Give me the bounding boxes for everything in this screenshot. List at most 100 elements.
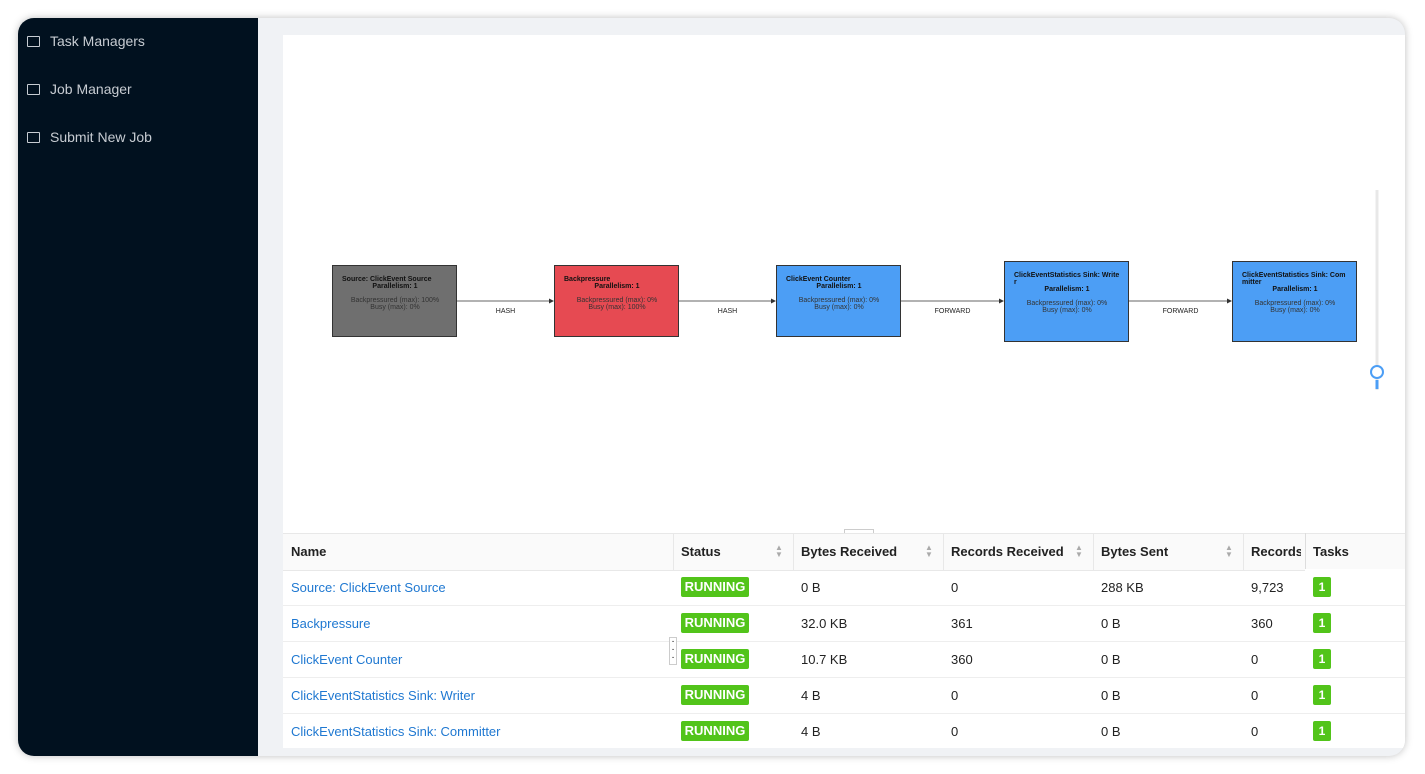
cell: 0 — [951, 688, 959, 703]
sort-icon[interactable]: ▲ ▼ — [925, 543, 933, 559]
task-count-badge: 1 — [1313, 577, 1331, 597]
cell: 0 B — [1101, 724, 1121, 739]
task-count-badge: 1 — [1313, 649, 1331, 669]
node-parallelism: Parallelism: 1 — [816, 283, 862, 290]
cell: 360 — [951, 652, 973, 667]
job-vertex-link[interactable]: Backpressure — [291, 616, 371, 631]
graph-node[interactable]: ClickEventStatistics Sink: Writer Paralle… — [1004, 260, 1129, 342]
column-header[interactable]: Bytes Sent — [1101, 544, 1169, 559]
cell: 0 — [951, 724, 959, 739]
node-parallelism: Parallelism: 1 — [372, 283, 418, 290]
task-count-badge: 1 — [1313, 613, 1331, 633]
cell: 360 — [1251, 616, 1273, 631]
node-title: Backpressure — [564, 276, 611, 283]
column-resizer[interactable]: · · · — [669, 637, 677, 665]
edge-label: FORWARD — [1163, 308, 1199, 315]
status-badge: RUNNING — [681, 577, 749, 597]
edge-label: HASH — [496, 308, 515, 315]
task-count-badge: 1 — [1313, 685, 1331, 705]
graph-canvas[interactable]: HASH HASH FORWARD FORWARD — [283, 35, 1405, 535]
graph-node[interactable]: ClickEvent Counter Parallelism: 1 Backpres… — [776, 265, 901, 337]
graph-node[interactable]: Backpressure Parallelism: 1 Backpressured … — [554, 265, 679, 337]
edge-arrow — [999, 298, 1004, 304]
column-divider — [943, 533, 944, 570]
sidebar-icon[interactable] — [27, 36, 40, 47]
column-header[interactable]: Bytes Received — [801, 544, 898, 559]
job-vertex-link[interactable]: Source: ClickEvent Source — [291, 580, 446, 595]
graph-node[interactable]: ClickEventStatistics Sink: Committer Para… — [1232, 260, 1357, 342]
row-divider — [283, 641, 1405, 642]
edge-label: FORWARD — [935, 308, 971, 315]
row-divider — [283, 713, 1405, 714]
column-header: Tasks — [1313, 544, 1349, 559]
cell: 288 KB — [1101, 580, 1144, 595]
status-badge: RUNNING — [681, 685, 749, 705]
sidebar-item[interactable]: Job Manager — [50, 81, 132, 97]
edge-arrow — [1227, 298, 1232, 304]
zoom-handle[interactable] — [1370, 365, 1384, 379]
sort-icon[interactable]: ▲ ▼ — [1075, 543, 1083, 559]
node-title: ClickEventStatistics Sink: Committer — [1242, 271, 1346, 286]
cell: 0 B — [1101, 652, 1121, 667]
node-parallelism: Parallelism: 1 — [1044, 285, 1090, 293]
job-vertex-link[interactable]: ClickEventStatistics Sink: Committer — [291, 724, 501, 739]
column-divider — [1093, 533, 1094, 570]
sidebar-icon[interactable] — [27, 84, 40, 95]
node-busy: Busy (max): 0% — [1042, 306, 1092, 314]
status-badge: RUNNING — [681, 649, 749, 669]
sort-icon[interactable]: ▲ ▼ — [775, 543, 783, 559]
table-header-bg — [283, 533, 1405, 571]
sidebar-item[interactable]: Submit New Job — [50, 129, 152, 145]
sidebar-item[interactable]: Task Managers — [50, 33, 145, 49]
job-vertex-link[interactable]: ClickEvent Counter — [291, 652, 403, 667]
cell: 0 — [1251, 652, 1259, 667]
node-title: ClickEvent Counter — [786, 276, 851, 283]
column-header[interactable]: Records Sent — [1251, 544, 1301, 559]
node-backpressure: Backpressured (max): 0% — [1254, 299, 1336, 307]
column-header[interactable]: Status — [681, 544, 721, 559]
column-divider — [793, 533, 794, 570]
cell: 9,723 — [1251, 580, 1284, 595]
edge-arrow — [549, 298, 554, 304]
row-divider — [283, 677, 1405, 678]
cell: 4 B — [801, 724, 821, 739]
node-backpressure: Backpressured (max): 0% — [576, 297, 658, 304]
node-backpressure: Backpressured (max): 0% — [1026, 299, 1108, 307]
sidebar: Task Managers Job Manager Submit New Job — [18, 18, 258, 756]
window: Task Managers Job Manager Submit New Job H… — [18, 18, 1405, 756]
edge-arrow — [771, 298, 776, 304]
edge-label: HASH — [718, 308, 737, 315]
node-busy: Busy (max): 100% — [588, 304, 646, 311]
cell: 0 B — [1101, 616, 1121, 631]
cell: 32.0 KB — [801, 616, 848, 631]
sort-icon[interactable]: ▲ ▼ — [1225, 543, 1233, 559]
node-backpressure: Backpressured (max): 0% — [798, 297, 880, 304]
row-divider — [283, 605, 1405, 606]
node-busy: Busy (max): 0% — [814, 304, 864, 311]
node-busy: Busy (max): 0% — [1270, 306, 1320, 314]
status-badge: RUNNING — [681, 721, 749, 741]
task-count-badge: 1 — [1313, 721, 1331, 741]
status-badge: RUNNING — [681, 613, 749, 633]
cell: 0 — [1251, 688, 1259, 703]
node-title: Source: ClickEvent Source — [342, 276, 432, 283]
column-header: Name — [291, 544, 327, 559]
column-divider — [1243, 533, 1244, 570]
cell: 0 — [951, 580, 959, 595]
node-parallelism: Parallelism: 1 — [594, 283, 640, 290]
node-backpressure: Backpressured (max): 100% — [350, 297, 440, 304]
sidebar-icon[interactable] — [27, 132, 40, 143]
cell: 0 B — [1101, 688, 1121, 703]
cell: 10.7 KB — [801, 652, 848, 667]
job-vertex-link[interactable]: ClickEventStatistics Sink: Writer — [291, 688, 475, 703]
graph-node[interactable]: Source: ClickEvent Source Parallelism: 1 B… — [332, 265, 457, 337]
column-divider — [673, 533, 674, 570]
cell: 361 — [951, 616, 973, 631]
cell: 0 — [1251, 724, 1259, 739]
column-header[interactable]: Records Received — [951, 544, 1064, 559]
cell: 4 B — [801, 688, 821, 703]
cell: 0 B — [801, 580, 821, 595]
node-title: ClickEventStatistics Sink: Writer — [1014, 271, 1120, 286]
node-busy: Busy (max): 0% — [370, 304, 420, 311]
